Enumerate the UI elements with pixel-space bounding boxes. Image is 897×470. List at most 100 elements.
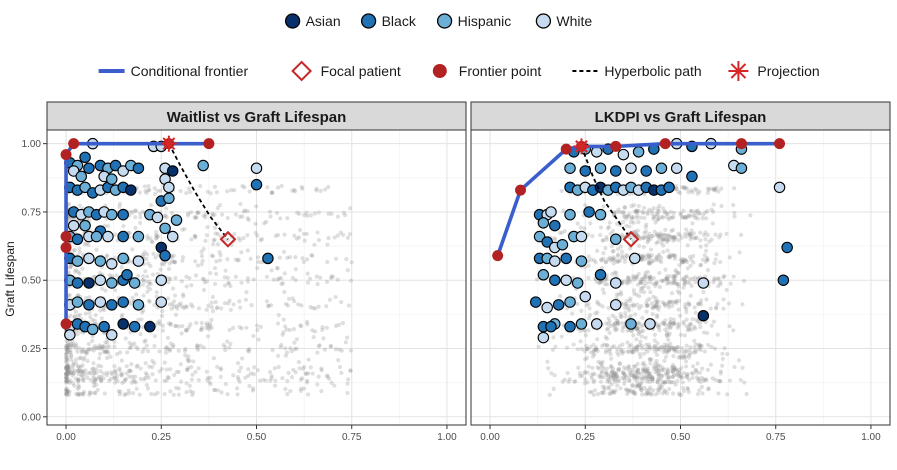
population-point [75,332,80,337]
population-point [311,335,316,340]
population-point [298,386,304,391]
population-point [168,322,173,327]
population-point [613,371,618,376]
population-point [629,328,634,333]
population-point [536,344,541,349]
population-point [713,377,718,382]
population-point [636,220,641,225]
population-point [662,380,667,385]
population-point [612,370,617,375]
population-point [233,274,238,279]
population-point [670,362,676,368]
population-point [732,210,737,215]
population-point [306,371,311,376]
population-point [610,390,615,395]
population-point [65,344,70,349]
population-point [63,344,69,349]
population-point [629,203,634,209]
population-point [283,301,289,307]
population-point [71,362,76,367]
population-point [88,377,93,383]
population-point [333,323,339,328]
population-point [643,363,648,368]
population-point [647,231,652,236]
population-point [651,258,656,264]
population-point [122,392,127,397]
population-point [325,259,330,265]
population-point [344,256,349,262]
population-point [611,376,616,382]
population-point [188,210,194,215]
population-point [664,343,669,348]
population-point [311,306,316,311]
population-point [617,210,623,215]
population-point [235,258,240,263]
population-point [731,202,736,208]
facet-strip [470,101,891,131]
population-point [675,345,681,350]
population-point [635,344,640,349]
population-point [644,342,649,347]
population-point [70,380,76,386]
population-point [64,376,69,381]
population-point [194,215,199,220]
population-point [629,348,634,353]
population-point [617,258,623,263]
population-point [603,370,608,375]
population-point [79,350,84,355]
population-point [169,306,174,311]
population-point [716,378,721,384]
population-point [184,367,190,372]
population-point [677,291,682,296]
population-point [690,364,696,369]
population-point [696,378,701,383]
population-point [666,301,671,306]
race-point-hispanic [71,255,84,267]
population-point [641,210,646,216]
population-point [614,274,619,279]
population-point [656,325,661,330]
population-point [655,380,660,385]
population-point [181,305,187,311]
population-point [654,232,659,238]
population-point [614,259,619,264]
population-point [615,259,620,264]
population-point [144,190,149,195]
population-point [660,300,665,305]
population-point [200,258,205,263]
population-point [647,356,653,362]
population-point [640,235,645,241]
population-point [645,349,650,354]
population-point [655,299,660,304]
population-point [168,389,173,394]
population-point [159,366,164,372]
population-point [291,367,296,372]
population-point [176,302,182,307]
population-point [279,183,284,189]
population-point [290,188,295,193]
population-point [617,361,623,367]
population-point [283,324,288,329]
population-point [667,254,672,259]
population-point [635,209,640,215]
population-point [671,210,676,215]
population-point [588,312,593,318]
race-point-asian [166,165,179,177]
population-point [333,256,339,261]
population-point [727,378,733,383]
population-point [94,345,99,351]
population-point [625,254,630,259]
population-point [210,254,216,259]
population-point [207,327,212,332]
population-point [615,322,621,327]
population-point [688,344,693,350]
population-point [81,378,86,383]
population-point [664,281,670,286]
population-point [662,210,667,215]
population-point [104,344,110,350]
frontier-point [515,184,527,196]
population-point [690,317,695,322]
population-point [269,376,274,381]
population-point [244,289,249,295]
population-point [215,364,220,370]
